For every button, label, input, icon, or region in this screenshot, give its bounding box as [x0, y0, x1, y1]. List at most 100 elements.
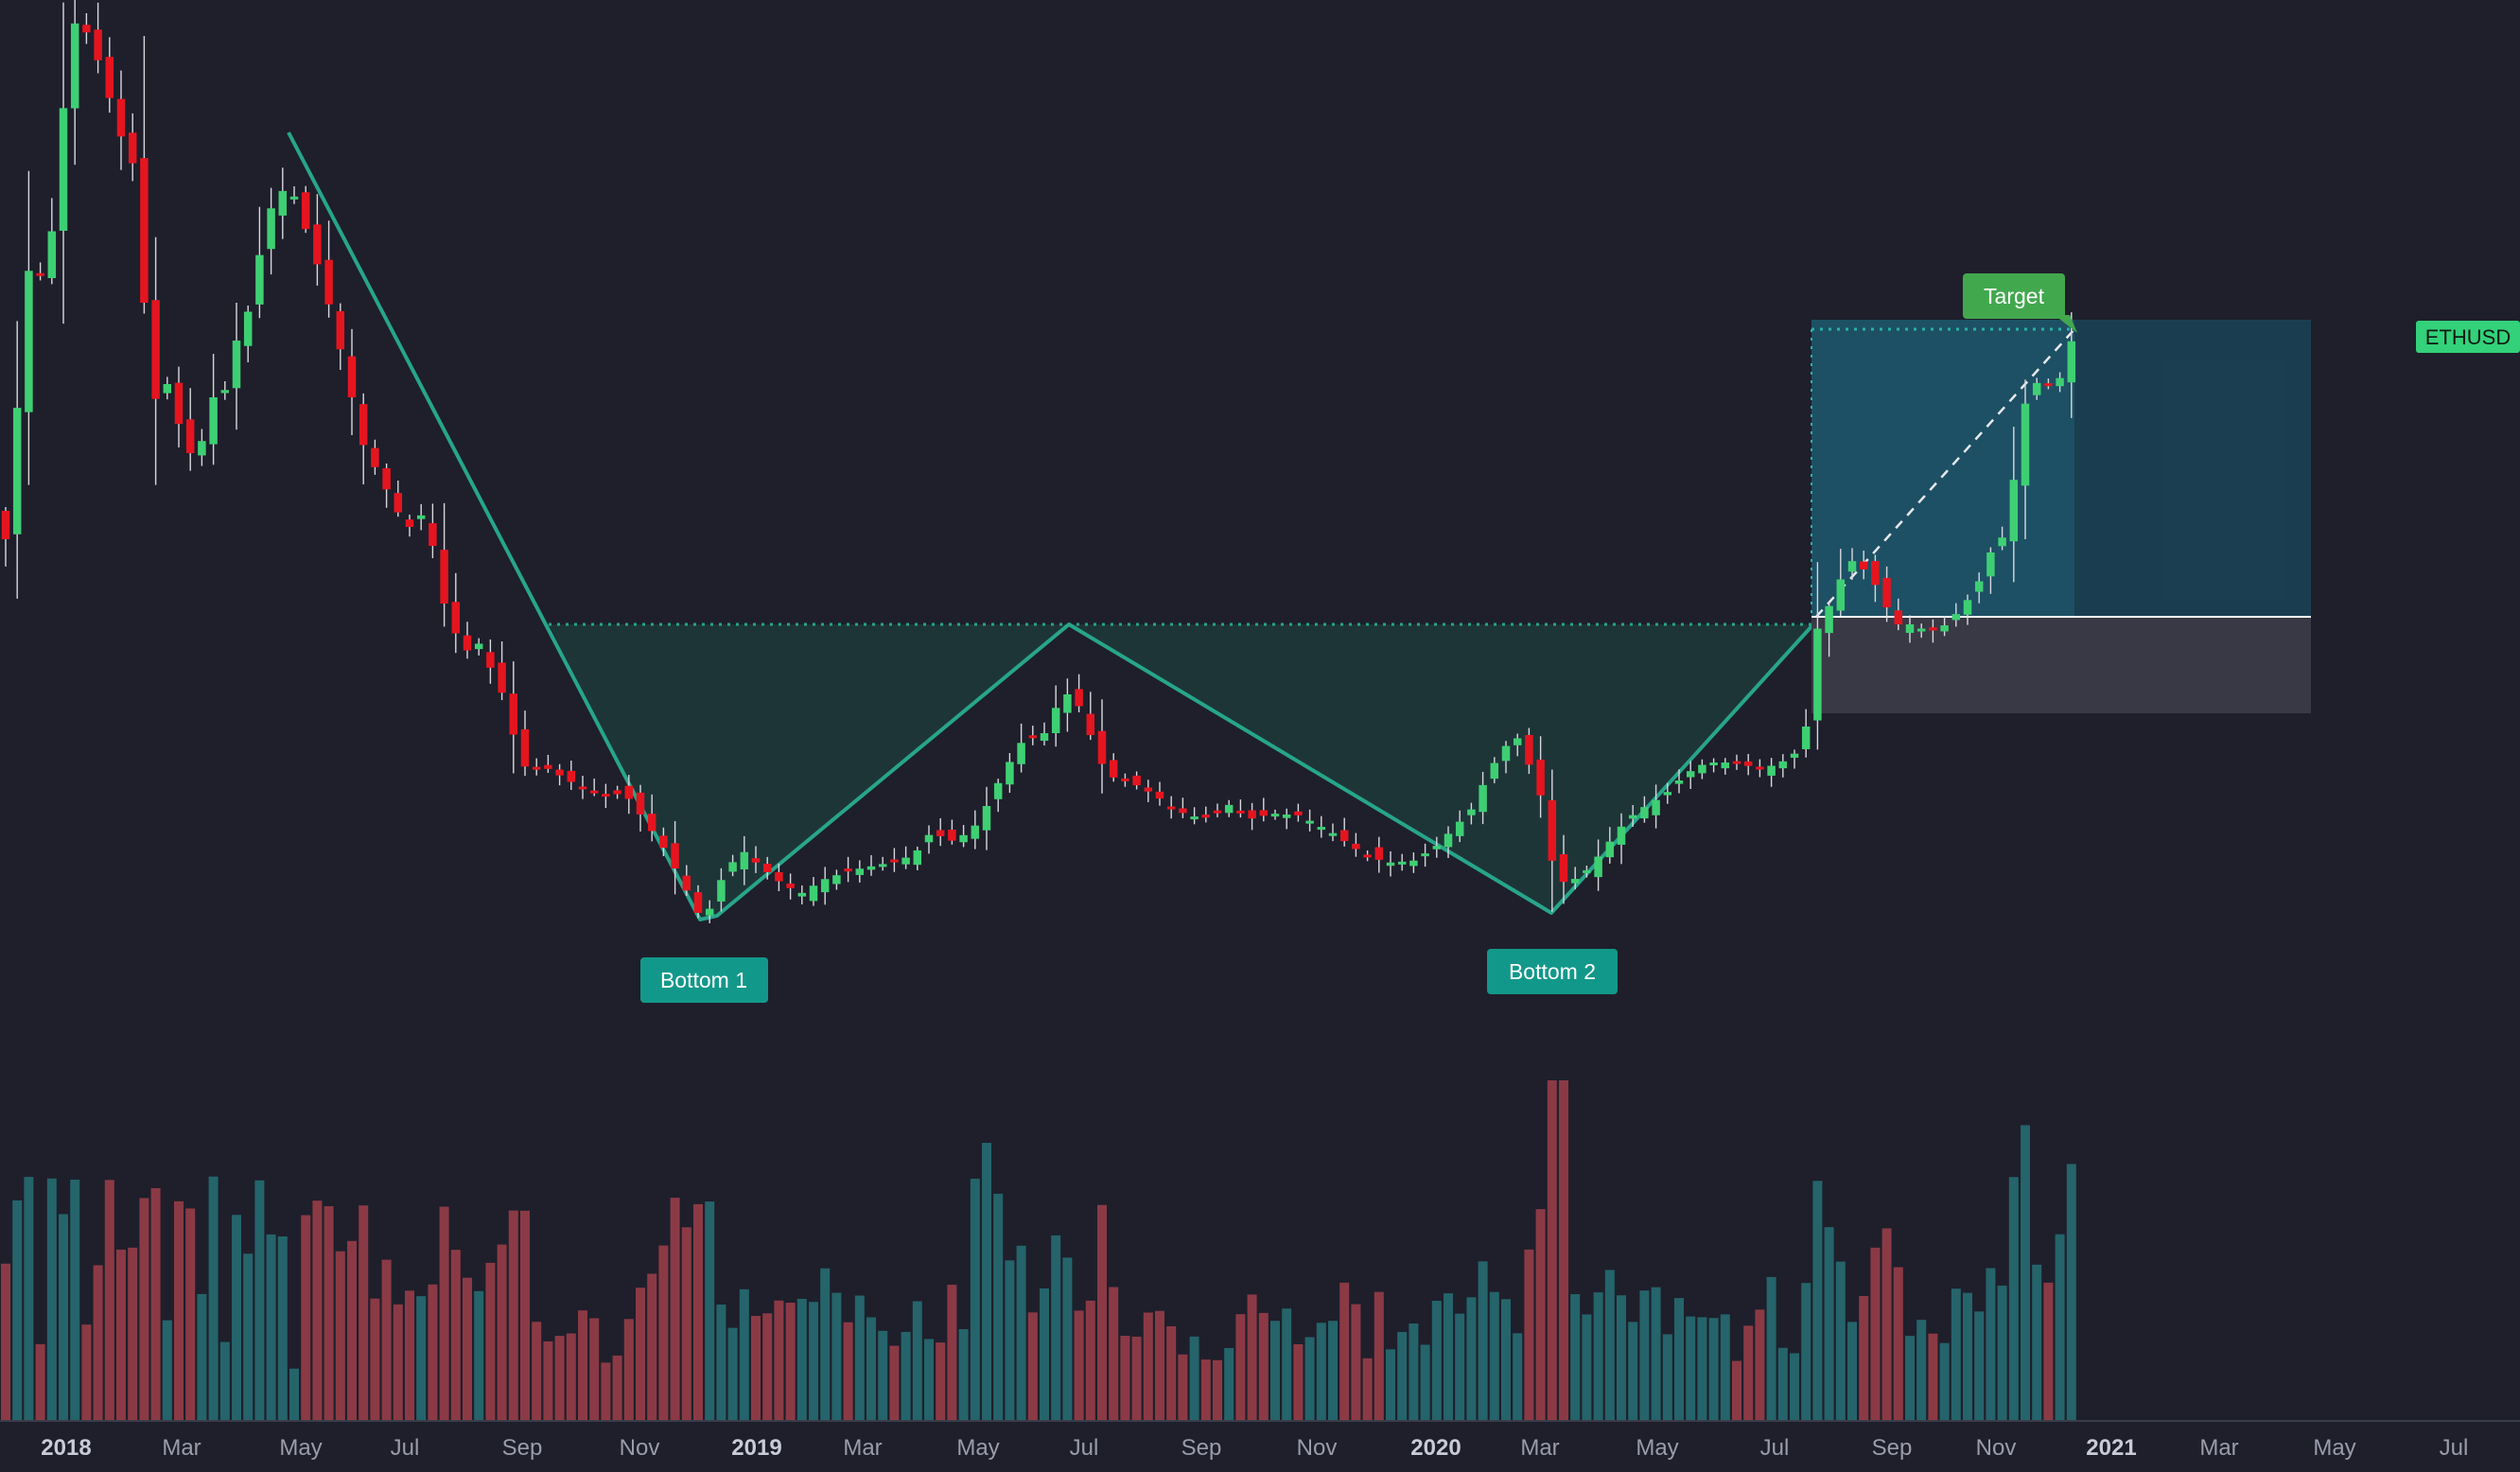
volume-bar	[1651, 1287, 1661, 1421]
volume-bar	[393, 1304, 403, 1421]
candle-down	[1144, 780, 1153, 802]
volume-bar	[1386, 1349, 1395, 1421]
volume-bar	[601, 1362, 611, 1421]
candle-body	[2056, 377, 2064, 387]
candle-body	[1951, 614, 1961, 621]
candle-up	[1006, 753, 1014, 794]
candle-down	[762, 856, 772, 880]
candle-body	[1213, 810, 1222, 814]
volume-bar	[150, 1187, 161, 1421]
volume-bar	[1062, 1257, 1073, 1421]
target-label[interactable]: Target	[1963, 273, 2077, 333]
candle-up	[1051, 685, 1060, 747]
time-axis-tick-label: Sep	[1181, 1435, 1222, 1461]
volume-bar	[716, 1305, 726, 1421]
candle-body	[1490, 762, 1499, 780]
candle-body	[624, 785, 634, 799]
candle-up	[1698, 759, 1706, 780]
candle-down	[1, 506, 10, 567]
bottom-1-label-text: Bottom 1	[660, 968, 747, 992]
candle-body	[1432, 846, 1442, 850]
candle-up	[2067, 312, 2076, 418]
candle-body	[1386, 862, 1395, 867]
candle-down	[1743, 753, 1753, 776]
candle-down	[1086, 692, 1095, 741]
volume-bar	[1535, 1209, 1546, 1421]
volume-bar	[35, 1343, 45, 1421]
candle-down	[174, 366, 184, 447]
volume-bar	[878, 1330, 888, 1421]
candle-body	[289, 196, 299, 200]
volume-bar	[139, 1198, 149, 1421]
volume-bar	[1224, 1347, 1234, 1421]
volume-bar	[1628, 1322, 1638, 1421]
candle-body	[185, 419, 195, 453]
volume-bar	[843, 1322, 853, 1421]
volume-bar	[889, 1345, 900, 1421]
candle-down	[948, 819, 956, 845]
candle-down	[1248, 802, 1256, 831]
candle-down	[105, 37, 114, 114]
candle-down	[301, 185, 310, 234]
volume-bar	[485, 1262, 496, 1421]
time-axis-tick-label: Nov	[1976, 1435, 2017, 1461]
candle-down	[1525, 727, 1533, 775]
candle-down	[1109, 753, 1118, 782]
candle-body	[2044, 383, 2053, 387]
time-axis-tick-label: Nov	[620, 1435, 660, 1461]
volume-bar	[463, 1277, 472, 1421]
candle-body	[1121, 778, 1129, 781]
candle-up	[1940, 616, 1949, 637]
volume-bar	[1005, 1260, 1015, 1421]
candle-down	[659, 827, 668, 857]
candle-up	[1594, 839, 1602, 891]
bottom-2-label[interactable]: Bottom 2	[1487, 949, 1618, 994]
bottom-1-label[interactable]: Bottom 1	[640, 957, 768, 1003]
candle-body	[255, 254, 264, 305]
candle-body	[1583, 869, 1591, 873]
candle-up	[959, 825, 968, 848]
symbol-price-tag[interactable]: ETHUSD	[2416, 321, 2520, 353]
candle-up	[1270, 809, 1280, 820]
candle-body	[1882, 577, 1891, 608]
candle-body	[405, 519, 414, 527]
candle-up	[971, 810, 980, 850]
candle-body	[705, 908, 714, 916]
volume-bar	[1304, 1337, 1315, 1421]
candle-body	[809, 885, 818, 902]
candle-body	[243, 311, 253, 346]
candle-up	[1328, 823, 1338, 842]
volume-bar	[243, 1253, 254, 1421]
candle-body	[1605, 841, 1615, 858]
candle-body	[509, 693, 518, 735]
candle-down	[1097, 699, 1107, 794]
volume-bar	[1213, 1359, 1222, 1421]
volume-bar	[1777, 1347, 1788, 1421]
volume-bar	[1478, 1261, 1488, 1421]
volume-bar	[1120, 1335, 1130, 1421]
candle-body	[555, 769, 564, 776]
candle-body	[416, 515, 426, 519]
candle-body	[1570, 879, 1580, 884]
volume-bar	[450, 1250, 461, 1421]
volume-bar	[1351, 1304, 1361, 1421]
candle-up	[416, 503, 426, 531]
time-axis-tick-label: Jul	[1760, 1435, 1790, 1461]
candle-body	[140, 158, 149, 303]
candle-body	[1444, 833, 1453, 848]
candle-body	[1871, 561, 1880, 586]
volume-bar	[1109, 1287, 1119, 1421]
candle-down	[1871, 554, 1880, 603]
volume-bar	[589, 1318, 600, 1421]
candle-up	[1305, 809, 1314, 832]
candle-body	[797, 892, 807, 897]
candle-body	[1236, 810, 1245, 814]
projection-line	[1815, 328, 2075, 618]
candle-body	[1097, 730, 1107, 764]
time-axis-tick-label: Sep	[1872, 1435, 1913, 1461]
candle-body	[1179, 808, 1187, 814]
candle-down	[1756, 759, 1764, 778]
volume-bar	[1604, 1270, 1615, 1421]
candle-up	[913, 846, 922, 870]
